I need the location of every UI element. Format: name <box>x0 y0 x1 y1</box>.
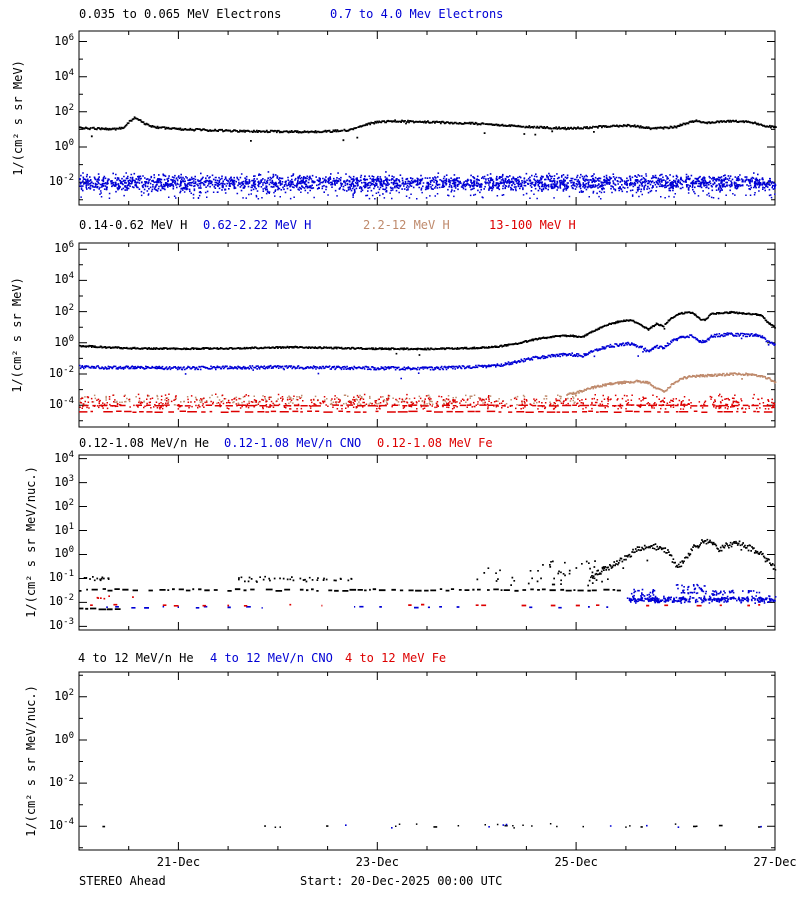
start-time-label: Start: 20-Dec-2025 00:00 UTC <box>300 874 503 888</box>
legend-low-energy-heavies-red: 0.12-1.08 MeV Fe <box>377 436 493 450</box>
y-tick-label: 102 <box>54 687 74 703</box>
legend-electrons-black: 0.035 to 0.065 MeV Electrons <box>79 7 282 21</box>
legend-high-energy-heavies-blue: 4 to 12 MeV/n CNO <box>210 651 333 665</box>
y-tick-label: 10-2 <box>48 173 74 189</box>
series-low-energy-heavies-black <box>476 566 609 587</box>
y-tick-label: 10-2 <box>48 593 74 609</box>
series-low-energy-heavies-blue <box>742 590 761 594</box>
x-tick-label-23-Dec: 23-Dec <box>355 855 399 869</box>
series-low-energy-heavies-black <box>79 607 121 611</box>
y-tick-label: 100 <box>54 333 74 349</box>
series-low-energy-heavies-black <box>83 576 110 582</box>
y-tick-label: 10-1 <box>48 569 74 585</box>
legend-electrons-blue: 0.7 to 4.0 Mev Electrons <box>330 7 504 21</box>
y-tick-label: 10-2 <box>48 364 74 380</box>
y-axis-title-low-energy-heavies: 1/(cm² s sr MeV/nuc.) <box>24 466 38 618</box>
series-low-energy-heavies-black <box>322 577 353 582</box>
y-tick-label: 10-2 <box>48 774 74 790</box>
series-low-energy-heavies-blue <box>630 588 656 597</box>
legend-protons-red: 13-100 MeV H <box>489 218 576 232</box>
y-tick-label: 10-4 <box>48 396 74 412</box>
panel-axes-high-energy-heavies <box>78 671 776 851</box>
series-high-energy-heavies-black <box>274 823 698 829</box>
y-tick-label: 101 <box>54 521 74 537</box>
series-protons-blue <box>79 332 776 380</box>
series-low-energy-heavies-blue <box>675 583 707 595</box>
y-tick-label: 102 <box>54 497 74 513</box>
series-protons-tan <box>79 394 577 406</box>
legend-high-energy-heavies-black: 4 to 12 MeV/n He <box>78 651 194 665</box>
y-tick-label: 100 <box>54 138 74 154</box>
x-tick-label-27-Dec: 27-Dec <box>753 855 797 869</box>
series-protons-red <box>83 404 775 407</box>
y-tick-label: 10-4 <box>48 817 74 833</box>
y-tick-label: 100 <box>54 730 74 746</box>
legend-protons-black: 0.14-0.62 MeV H <box>79 218 188 232</box>
y-tick-label: 10-3 <box>48 617 74 633</box>
series-low-energy-heavies-black <box>542 560 596 570</box>
legend-protons-blue: 0.62-2.22 MeV H <box>203 218 312 232</box>
series-protons-red <box>86 393 755 399</box>
series-electrons-blue <box>79 171 777 196</box>
y-tick-label: 103 <box>54 473 74 489</box>
legend-high-energy-heavies-red: 4 to 12 MeV Fe <box>345 651 447 665</box>
series-low-energy-heavies-black <box>591 538 777 580</box>
legend-low-energy-heavies-black: 0.12-1.08 MeV/n He <box>79 436 210 450</box>
y-tick-label: 106 <box>54 240 74 256</box>
series-low-energy-heavies-red <box>90 603 761 607</box>
series-low-energy-heavies-black <box>238 575 319 583</box>
series-protons-tan <box>566 372 777 396</box>
series-electrons-black <box>79 116 777 142</box>
spacecraft-label: STEREO Ahead <box>79 874 166 888</box>
series-electrons-blue <box>80 191 776 200</box>
y-tick-label: 104 <box>54 67 74 83</box>
y-tick-label: 102 <box>54 302 74 318</box>
panel-axes-low-energy-heavies <box>78 454 776 631</box>
y-axis-title-electrons: 1/(cm² s sr MeV) <box>11 60 25 176</box>
legend-low-energy-heavies-blue: 0.12-1.08 MeV/n CNO <box>224 436 362 450</box>
panel-axes-electrons <box>78 30 776 206</box>
x-tick-label-21-Dec: 21-Dec <box>156 855 201 869</box>
series-protons-red <box>79 397 776 410</box>
series-protons-red <box>79 410 773 413</box>
y-tick-label: 104 <box>54 271 74 287</box>
series-low-energy-heavies-blue <box>711 589 735 596</box>
y-tick-label: 104 <box>54 449 74 465</box>
series-low-energy-heavies-red <box>96 595 134 600</box>
series-high-energy-heavies-black <box>102 824 761 828</box>
legend-protons-tan: 2.2-12 MeV H <box>363 218 450 232</box>
y-tick-label: 100 <box>54 545 74 561</box>
y-axis-title-protons: 1/(cm² s sr MeV) <box>10 277 24 393</box>
y-tick-label: 106 <box>54 32 74 48</box>
series-low-energy-heavies-blue <box>106 605 609 609</box>
series-protons-black <box>79 310 776 356</box>
series-low-energy-heavies-blue <box>626 595 777 604</box>
panel-axes-protons <box>78 242 776 428</box>
y-tick-label: 102 <box>54 102 74 118</box>
series-low-energy-heavies-black <box>79 588 621 592</box>
series-high-energy-heavies-blue <box>345 823 762 829</box>
x-tick-label-25-Dec: 25-Dec <box>554 855 598 869</box>
